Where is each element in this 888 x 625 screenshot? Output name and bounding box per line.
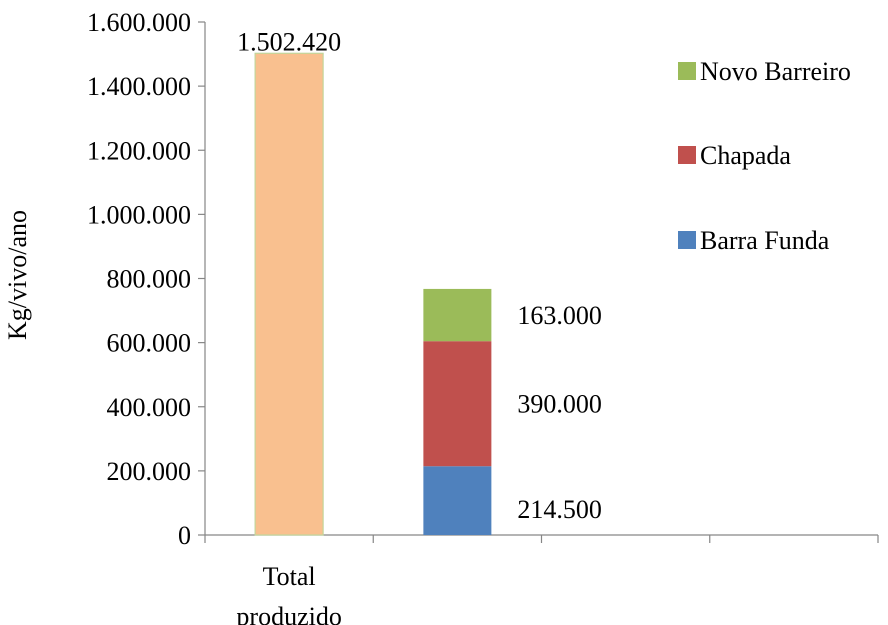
legend-label-novo-barreiro: Novo Barreiro xyxy=(700,57,851,86)
bar-total-produzido xyxy=(254,52,324,536)
bar-segment-novo-barreiro xyxy=(423,288,492,342)
y-tick-label: 800.000 xyxy=(107,265,192,294)
x-axis: Total produzido xyxy=(204,534,879,625)
bar-segment-chapada xyxy=(423,341,492,467)
y-tick-label: 1.600.000 xyxy=(87,8,191,37)
x-category-label: Total xyxy=(263,562,316,591)
y-tick-label: 400.000 xyxy=(107,393,192,422)
bar-segment-barra-funda xyxy=(423,466,492,535)
y-tick-label: 1.400.000 xyxy=(87,72,191,101)
legend-swatch-novo-barreiro xyxy=(678,62,696,80)
y-tick-label: 1.200.000 xyxy=(87,136,191,165)
y-axis-title: Kg/vivo/ano xyxy=(3,210,32,340)
y-tick-label: 1.000.000 xyxy=(87,200,191,229)
y-tick-label: 600.000 xyxy=(107,329,192,358)
bars xyxy=(254,52,492,536)
data-label-novo-barreiro: 163.000 xyxy=(517,301,602,330)
legend-label-chapada: Chapada xyxy=(700,141,791,170)
data-label-chapada: 390.000 xyxy=(517,390,602,419)
data-labels: 1.502.420 214.500 390.000 163.000 xyxy=(237,27,602,524)
data-label-total: 1.502.420 xyxy=(237,27,341,56)
data-label-barra-funda: 214.500 xyxy=(517,495,602,524)
y-tick-label: 200.000 xyxy=(107,457,192,486)
legend-label-barra-funda: Barra Funda xyxy=(700,226,830,255)
legend-swatch-chapada xyxy=(678,146,696,164)
x-category-label: produzido xyxy=(236,602,341,625)
legend: Novo Barreiro Chapada Barra Funda xyxy=(678,57,851,255)
legend-swatch-barra-funda xyxy=(678,231,696,249)
y-tick-label: 0 xyxy=(178,521,191,550)
y-axis: 0 200.000 400.000 600.000 800.000 1.000.000 1.… xyxy=(87,8,206,550)
